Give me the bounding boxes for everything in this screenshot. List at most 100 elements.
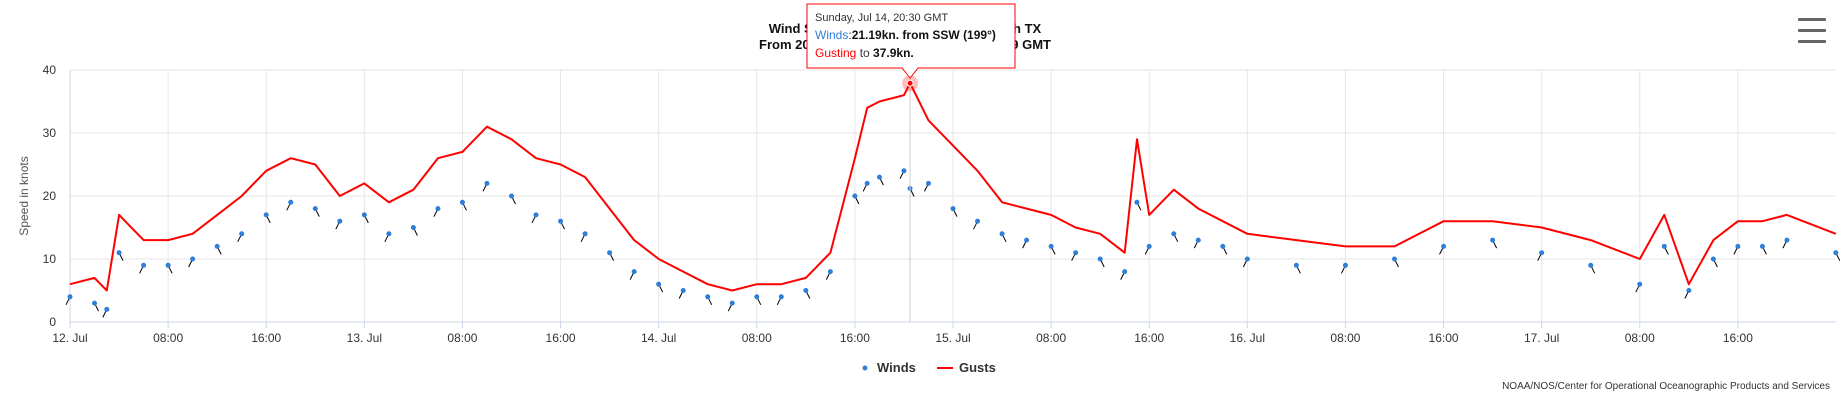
winds-data-point xyxy=(1759,243,1765,249)
winds-data-point xyxy=(410,225,416,230)
winds-data-point xyxy=(1048,243,1054,249)
winds-data-point xyxy=(361,212,367,218)
winds-data-point xyxy=(950,206,956,212)
x-tick-label: 15. Jul xyxy=(935,331,970,345)
y-tick-label: 30 xyxy=(43,126,57,140)
winds-data-point xyxy=(705,294,711,300)
winds-data-point xyxy=(1539,250,1545,256)
hamburger-menu-icon xyxy=(1798,18,1826,21)
winds-data-point xyxy=(1710,256,1716,262)
winds-data-point xyxy=(165,262,171,268)
winds-data-point xyxy=(533,212,539,218)
winds-data-point xyxy=(92,300,98,306)
x-tick-label: 08:00 xyxy=(1330,331,1360,345)
x-tick-label: 14. Jul xyxy=(641,331,676,345)
x-tick-label: 08:00 xyxy=(1036,331,1066,345)
winds-data-point xyxy=(1441,243,1447,249)
winds-data-point xyxy=(925,180,931,186)
winds-data-point xyxy=(1588,262,1594,268)
winds-data-point xyxy=(827,269,833,275)
x-tick-label: 08:00 xyxy=(447,331,477,345)
winds-data-point xyxy=(509,193,514,199)
winds-data-point xyxy=(656,281,662,287)
winds-data-point xyxy=(1784,237,1790,243)
y-tick-label: 10 xyxy=(43,252,57,266)
x-tick-label: 12. Jul xyxy=(52,331,87,345)
gusts-series-line xyxy=(69,82,1837,292)
winds-data-point xyxy=(1134,199,1140,205)
winds-data-point xyxy=(312,206,318,212)
winds-data-point xyxy=(459,199,465,205)
winds-data-point xyxy=(1097,256,1103,262)
x-tick-label: 13. Jul xyxy=(347,331,382,345)
winds-data-point xyxy=(1833,250,1839,256)
winds-data-point xyxy=(1073,250,1079,256)
y-tick-label: 20 xyxy=(43,189,57,203)
x-tick-label: 08:00 xyxy=(153,331,183,345)
winds-data-point xyxy=(484,180,490,186)
hover-marker xyxy=(906,79,914,87)
winds-data-point xyxy=(607,250,613,256)
winds-data-point xyxy=(239,231,245,237)
winds-data-point xyxy=(190,256,196,262)
winds-data-point xyxy=(1686,288,1692,293)
x-tick-label: 16:00 xyxy=(840,331,870,345)
y-axis-title: Speed in knots xyxy=(17,156,31,235)
x-tick-label: 16. Jul xyxy=(1230,331,1265,345)
tooltip-gust-line: Gusting to 37.9kn. xyxy=(815,46,914,60)
legend-winds-symbol[interactable] xyxy=(862,365,868,371)
y-tick-label: 40 xyxy=(43,63,57,77)
winds-data-point xyxy=(729,300,735,306)
winds-data-point xyxy=(803,288,809,293)
winds-data-point xyxy=(582,231,588,237)
x-tick-label: 16:00 xyxy=(1429,331,1459,345)
winds-data-point xyxy=(1220,243,1226,249)
x-tick-label: 08:00 xyxy=(742,331,772,345)
winds-data-point xyxy=(852,193,858,199)
credit-text: NOAA/NOS/Center for Operational Oceanogr… xyxy=(1502,381,1830,392)
winds-data-point xyxy=(1637,281,1643,287)
winds-data-point xyxy=(1735,243,1741,249)
tooltip-box xyxy=(806,3,1016,79)
tooltip-winds-line: Winds:21.19kn. from SSW (199°) xyxy=(815,28,996,42)
winds-data-point xyxy=(1146,243,1152,249)
x-tick-label: 08:00 xyxy=(1625,331,1655,345)
chart-context-menu-button[interactable] xyxy=(1795,14,1829,48)
x-tick-label: 17. Jul xyxy=(1524,331,1559,345)
winds-data-point xyxy=(337,218,343,224)
winds-data-point xyxy=(1392,256,1397,262)
winds-data-point xyxy=(1122,269,1128,275)
y-tick-label: 0 xyxy=(49,315,56,329)
x-tick-label: 16:00 xyxy=(1134,331,1164,345)
winds-data-point xyxy=(1661,243,1667,249)
winds-data-point xyxy=(778,294,784,300)
winds-data-point xyxy=(1244,256,1250,262)
winds-data-point xyxy=(1490,237,1496,243)
winds-data-point xyxy=(1024,237,1030,243)
winds-data-point xyxy=(1171,231,1177,237)
winds-data-point xyxy=(1342,262,1348,268)
x-tick-label: 16:00 xyxy=(1723,331,1753,345)
winds-data-point xyxy=(876,174,882,180)
winds-data-point xyxy=(1293,262,1299,268)
winds-data-point xyxy=(631,269,637,275)
winds-data-point xyxy=(104,306,110,312)
legend-gusts-label: Gusts xyxy=(959,360,996,375)
winds-data-point xyxy=(999,231,1005,237)
legend-winds-label: Winds xyxy=(877,360,916,375)
winds-data-point xyxy=(263,212,269,218)
winds-data-point xyxy=(975,218,981,224)
winds-data-point xyxy=(67,294,73,300)
winds-data-point xyxy=(864,180,870,186)
winds-data-point xyxy=(288,199,294,205)
winds-data-point xyxy=(116,250,122,256)
hamburger-menu-icon xyxy=(1798,40,1826,43)
hamburger-menu-icon xyxy=(1798,29,1826,32)
x-tick-label: 16:00 xyxy=(251,331,281,345)
winds-data-point xyxy=(901,168,907,174)
tooltip-time: Sunday, Jul 14, 20:30 GMT xyxy=(815,12,948,24)
winds-data-point xyxy=(558,218,564,224)
x-tick-label: 16:00 xyxy=(546,331,576,345)
